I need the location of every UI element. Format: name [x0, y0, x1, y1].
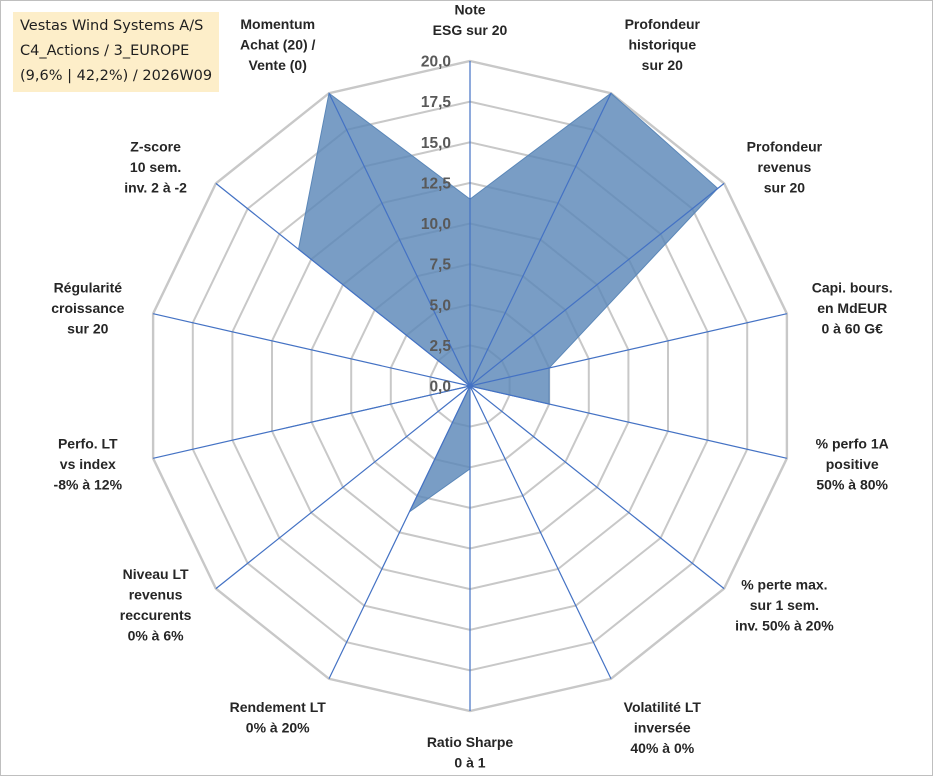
axis-category-line: en MdEUR — [817, 300, 887, 316]
axis-category-line: vs index — [60, 456, 116, 472]
axis-category-line: -8% à 12% — [54, 477, 123, 493]
axis-spoke — [152, 313, 471, 387]
axis-category-line: sur 20 — [67, 320, 108, 336]
axis-category-label: Profondeur revenus sur 20 — [747, 139, 823, 196]
tick-label: 10,0 — [421, 216, 451, 233]
axis-category-label: Note ESG sur 20 — [433, 2, 508, 39]
axis-category-line: Vente (0) — [249, 57, 307, 73]
chart-title-box: Vestas Wind Systems A/S C4_Actions / 3_E… — [13, 12, 220, 92]
axis-category-label: Niveau LT revenus reccurents 0% à 6% — [120, 566, 192, 644]
axis-category-line: Capi. bours. — [812, 279, 893, 295]
axis-category-label: Rendement LT 0% à 20% — [230, 699, 327, 736]
axis-category-line: positive — [826, 456, 879, 472]
axis-category-line: Ratio Sharpe — [427, 734, 514, 750]
axis-category-line: Profondeur — [747, 139, 823, 155]
axis-category-label: Z-score 10 sem. inv. 2 à -2 — [124, 139, 187, 196]
tick-label: 17,5 — [421, 94, 452, 111]
axis-category-line: 40% à 0% — [630, 740, 694, 756]
axis-category-line: Niveau LT — [123, 566, 189, 582]
axis-spoke — [469, 182, 725, 387]
axis-spoke — [469, 385, 788, 459]
tick-label: 20,0 — [421, 54, 451, 71]
axis-category-line: Volatilité LT — [624, 699, 702, 715]
tick-label: 0,0 — [429, 379, 451, 396]
axis-category-line: Rendement LT — [230, 699, 327, 715]
axis-category-line: Note — [454, 2, 485, 18]
tick-label: 7,5 — [429, 257, 451, 274]
axis-category-line: Z-score — [130, 139, 181, 155]
axis-category-line: sur 20 — [642, 57, 683, 73]
axis-category-line: ESG sur 20 — [433, 22, 508, 38]
axis-spoke — [215, 385, 471, 590]
axis-spoke — [469, 92, 612, 387]
axis-category-line: Perfo. LT — [58, 436, 118, 452]
axis-category-line: 50% à 80% — [816, 477, 888, 493]
axis-category-line: revenus — [129, 587, 183, 603]
axis-category-line: sur 20 — [764, 180, 805, 196]
axis-category-line: inv. 50% à 20% — [735, 617, 834, 633]
tick-label: 2,5 — [429, 338, 451, 355]
tick-label: 5,0 — [429, 297, 451, 314]
axis-category-line: 10 sem. — [130, 159, 181, 175]
axis-category-line: % perfo 1A — [816, 436, 889, 452]
axis-category-line: Régularité — [54, 279, 123, 295]
title-stats: (9,6% | 42,2%) / 2026W09 — [20, 68, 213, 84]
axis-spoke — [328, 385, 471, 680]
axis-category-line: Momentum — [240, 16, 315, 32]
axis-spoke — [469, 385, 725, 590]
axis-category-line: sur 1 sem. — [750, 597, 819, 613]
axis-category-label: Ratio Sharpe 0 à 1 — [427, 734, 514, 771]
tick-label: 15,0 — [421, 135, 451, 152]
axis-spoke — [469, 313, 788, 387]
axis-category-line: 0 à 1 — [454, 755, 485, 771]
axis-category-line: Profondeur — [625, 16, 701, 32]
axis-category-label: Momentum Achat (20) / Vente (0) — [240, 16, 316, 73]
axis-category-label: Perfo. LT vs index -8% à 12% — [54, 436, 123, 493]
axis-category-line: historique — [628, 36, 696, 52]
axis-category-label: % perte max. sur 1 sem. inv. 50% à 20% — [735, 576, 834, 633]
axis-spoke — [328, 92, 471, 387]
series-area — [286, 92, 719, 513]
tick-label: 12,5 — [421, 175, 452, 192]
axis-category-line: reccurents — [120, 607, 192, 623]
title-company: Vestas Wind Systems A/S — [20, 18, 204, 34]
axis-spoke — [152, 385, 471, 459]
axis-category-line: 0 à 60 G€ — [821, 320, 883, 336]
axis-category-label: Volatilité LT inversée 40% à 0% — [624, 699, 702, 756]
axis-category-line: revenus — [758, 159, 812, 175]
axis-spoke — [215, 182, 471, 387]
axis-category-label: Capi. bours. en MdEUR 0 à 60 G€ — [812, 279, 893, 336]
axis-category-label: Régularité croissance sur 20 — [51, 279, 124, 336]
axis-category-line: croissance — [51, 300, 124, 316]
axis-category-label: Profondeur historique sur 20 — [625, 16, 701, 73]
axis-category-line: Achat (20) / — [240, 36, 316, 52]
axis-spoke — [469, 385, 612, 680]
title-category: C4_Actions / 3_EUROPE — [20, 43, 190, 59]
axis-category-line: % perte max. — [741, 576, 827, 592]
axis-category-label: % perfo 1A positive 50% à 80% — [816, 436, 889, 493]
axis-category-line: inv. 2 à -2 — [124, 180, 187, 196]
axis-category-line: inversée — [634, 720, 691, 736]
axis-category-line: 0% à 6% — [128, 628, 185, 644]
axis-category-line: 0% à 20% — [246, 720, 310, 736]
